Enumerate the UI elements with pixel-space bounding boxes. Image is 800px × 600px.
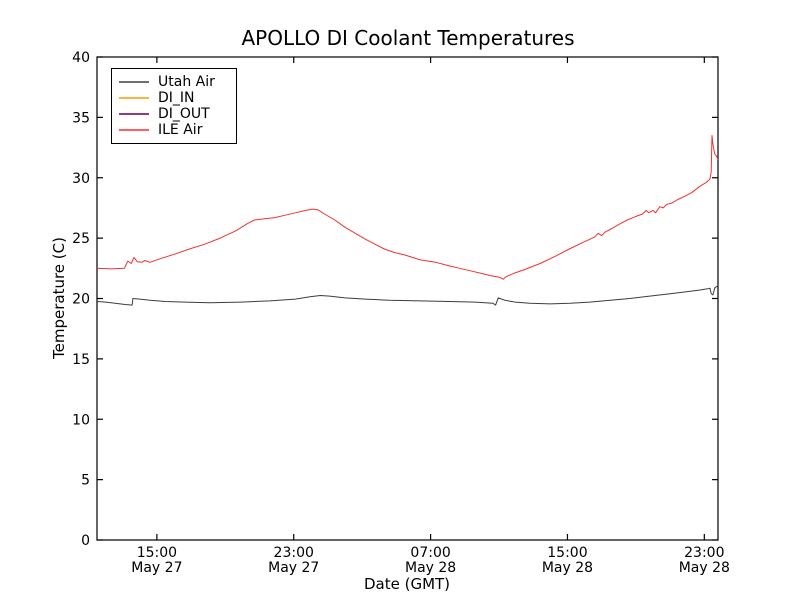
- x-tick-label-time: 23:00: [274, 545, 314, 561]
- legend-label: ILE Air: [158, 122, 203, 138]
- x-tick-label-date: May 27: [268, 560, 319, 576]
- y-tick-label: 15: [72, 352, 90, 368]
- legend-line-sample-di-in: [119, 97, 149, 99]
- x-tick-label-time: 07:00: [410, 545, 450, 561]
- y-tick-label: 20: [72, 292, 90, 308]
- legend-line-sample-ile-air: [119, 129, 149, 131]
- x-tick-label-time: 15:00: [547, 545, 587, 561]
- legend-item-di-out: DI_OUT: [119, 106, 228, 122]
- x-axis-label: Date (GMT): [364, 575, 450, 593]
- y-tick-label: 25: [72, 231, 90, 247]
- x-tick-label-date: May 28: [542, 560, 593, 576]
- x-tick-label-date: May 27: [131, 560, 182, 576]
- chart-title: APOLLO DI Coolant Temperatures: [241, 26, 574, 50]
- x-tick-label-date: May 28: [405, 560, 456, 576]
- legend-label: DI_IN: [158, 90, 195, 106]
- series-line-ile-air: [96, 135, 719, 280]
- legend-line-sample-utah-air: [119, 81, 149, 83]
- y-tick-label: 30: [72, 171, 90, 187]
- x-tick-label-time: 23:00: [684, 545, 724, 561]
- legend: Utah Air DI_IN DI_OUT ILE Air: [111, 68, 237, 144]
- y-tick-label: 5: [81, 473, 90, 489]
- x-tick-label-time: 15:00: [137, 545, 177, 561]
- y-tick-label: 35: [72, 110, 90, 126]
- y-tick-label: 10: [72, 412, 90, 428]
- legend-item-utah-air: Utah Air: [119, 74, 228, 90]
- legend-label: DI_OUT: [158, 106, 210, 122]
- x-tick-label-date: May 28: [679, 560, 730, 576]
- legend-item-ile-air: ILE Air: [119, 122, 228, 138]
- series-line-utah-air: [96, 285, 719, 306]
- y-tick-label: 40: [72, 50, 90, 66]
- legend-line-sample-di-out: [119, 113, 149, 115]
- y-axis-label: Temperature (C): [50, 237, 68, 360]
- legend-item-di-in: DI_IN: [119, 90, 228, 106]
- y-tick-label: 0: [81, 533, 90, 549]
- legend-label: Utah Air: [158, 74, 215, 90]
